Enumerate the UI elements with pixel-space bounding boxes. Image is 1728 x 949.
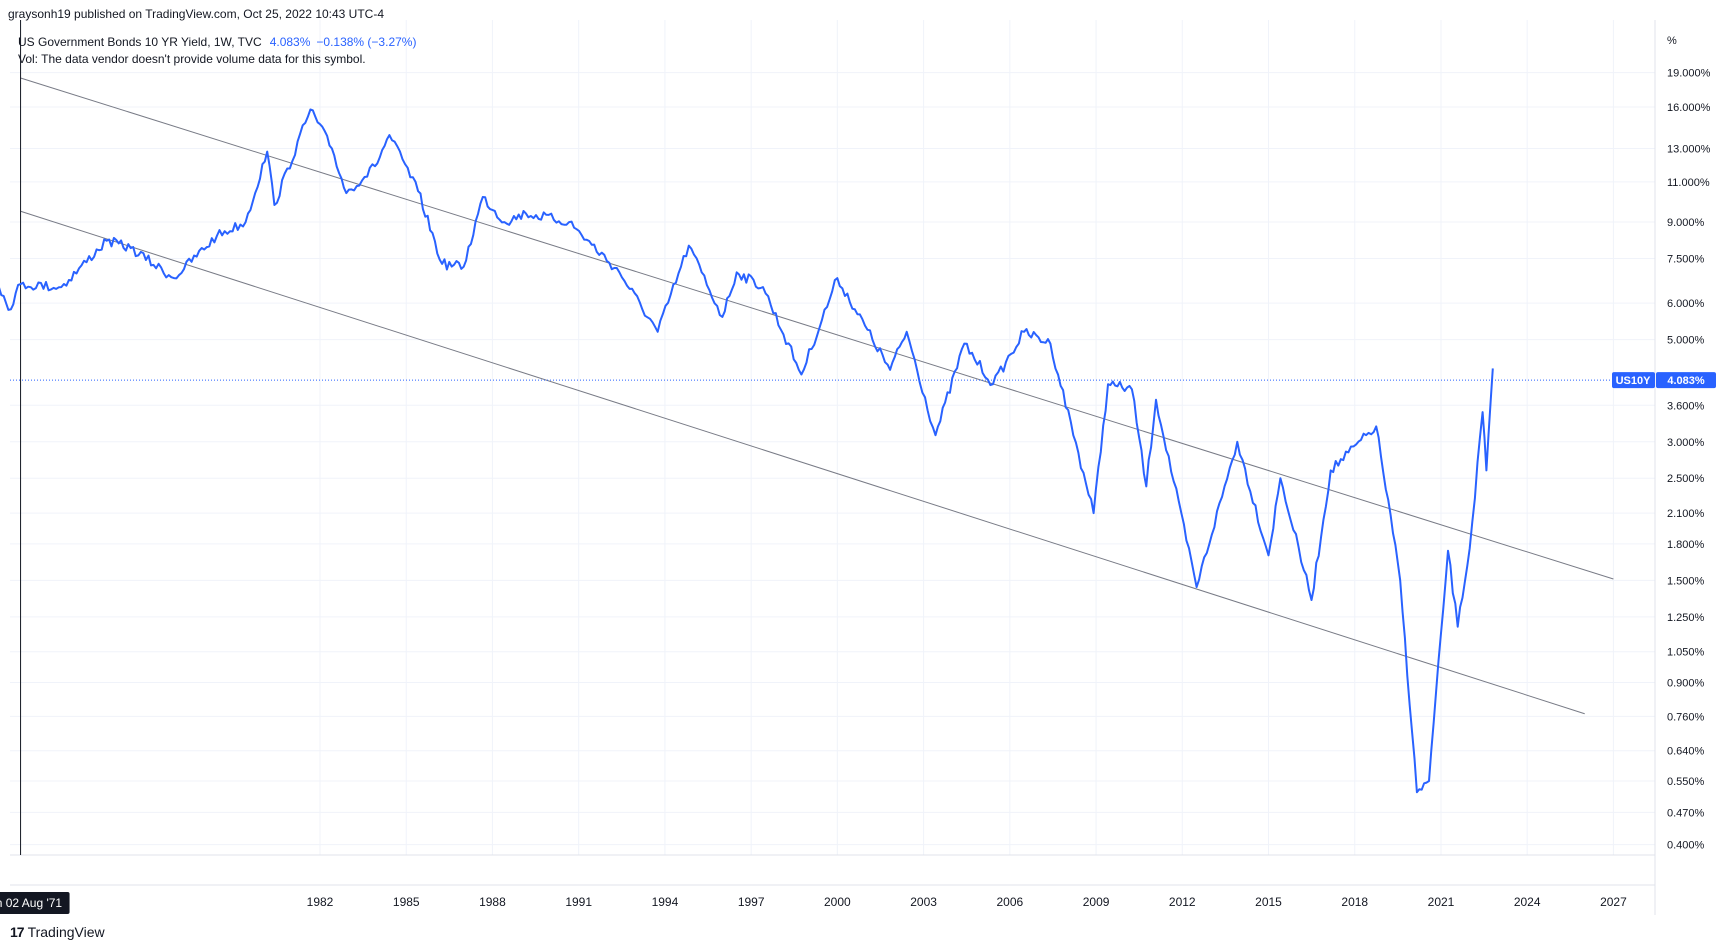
price-tick-label: 1.500% <box>1667 575 1705 587</box>
time-tick-label: 1994 <box>652 895 679 909</box>
last-value-badge: US10Y 4.083% <box>1612 372 1716 389</box>
time-tick-label: 1988 <box>479 895 506 909</box>
price-tick-label: 13.000% <box>1667 144 1711 156</box>
tradingview-footer[interactable]: 17 TradingView <box>10 924 105 940</box>
price-axis[interactable]: % 19.000% 16.000% 13.000% 11.000% 9.000% 7.50… <box>1667 35 1711 852</box>
legend-volume-note: Vol: The data vendor doesn't provide vol… <box>18 52 366 66</box>
price-tick-label: 3.600% <box>1667 400 1705 412</box>
time-tick-label: 2021 <box>1428 895 1455 909</box>
price-tick-label: 9.000% <box>1667 217 1705 229</box>
time-tick-label: 2006 <box>996 895 1023 909</box>
time-tick-label: 2018 <box>1341 895 1368 909</box>
published-header: graysonh19 published on TradingView.com,… <box>8 7 385 21</box>
upper-channel-line[interactable] <box>20 77 1614 580</box>
series-line-us10y[interactable] <box>0 108 1494 794</box>
price-tick-label: 0.900% <box>1667 678 1705 690</box>
last-symbol-label: US10Y <box>1616 375 1652 387</box>
price-tick-label: 3.000% <box>1667 437 1705 449</box>
time-tick-label: 1985 <box>393 895 420 909</box>
time-tick-label: 2027 <box>1600 895 1627 909</box>
time-tick-label: 2003 <box>910 895 937 909</box>
legend-price: 4.083% <box>269 35 311 49</box>
crosshair-date-label: Mon 02 Aug '71 <box>0 896 62 910</box>
price-tick-label: 0.760% <box>1667 711 1705 723</box>
chart-grid <box>10 20 1655 855</box>
last-symbol-box <box>1612 372 1655 389</box>
legend-symbol[interactable]: US Government Bonds 10 YR Yield, 1W, TVC <box>18 35 262 49</box>
price-tick-label: 0.400% <box>1667 840 1705 852</box>
crosshair-date-box <box>0 892 70 914</box>
price-tick-label: 7.500% <box>1667 254 1705 266</box>
lower-channel-line[interactable] <box>20 210 1585 715</box>
last-value-label: 4.083% <box>1667 375 1705 387</box>
crosshair: Mon 02 Aug '71 <box>0 20 70 914</box>
legend-change: −0.138% (−3.27%) <box>316 35 417 49</box>
footer-brand: TradingView <box>27 924 105 940</box>
time-tick-label: 1991 <box>565 895 592 909</box>
price-tick-label: 1.050% <box>1667 647 1705 659</box>
channel-lines[interactable] <box>20 77 1614 715</box>
price-tick-label: 19.000% <box>1667 68 1711 80</box>
price-tick-label: 0.470% <box>1667 807 1705 819</box>
price-tick-label: 0.550% <box>1667 776 1705 788</box>
price-tick-label: 6.000% <box>1667 298 1705 310</box>
time-tick-label: 1982 <box>307 895 334 909</box>
price-tick-label: 1.800% <box>1667 539 1705 551</box>
price-tick-label: 2.100% <box>1667 508 1705 520</box>
price-tick-label: 1.250% <box>1667 612 1705 624</box>
time-tick-label: 2024 <box>1514 895 1541 909</box>
price-tick-label: 5.000% <box>1667 335 1705 347</box>
legend-symbol-row[interactable]: US Government Bonds 10 YR Yield, 1W, TVC… <box>18 34 416 51</box>
price-tick-label: 11.000% <box>1667 177 1710 189</box>
time-tick-label: 2012 <box>1169 895 1196 909</box>
chart-legend: US Government Bonds 10 YR Yield, 1W, TVC… <box>18 34 416 68</box>
time-tick-label: 2000 <box>824 895 851 909</box>
price-tick-label: 0.640% <box>1667 746 1705 758</box>
tradingview-logo-icon: 17 <box>10 924 25 940</box>
price-tick-label: 2.500% <box>1667 473 1705 485</box>
price-tick-label: 16.000% <box>1667 102 1711 114</box>
time-tick-label: 1997 <box>738 895 765 909</box>
time-axis[interactable]: 1947196019821985198819911994199720002003… <box>0 895 1627 909</box>
time-tick-label: 2015 <box>1255 895 1282 909</box>
time-tick-label: 2009 <box>1083 895 1110 909</box>
price-axis-unit: % <box>1667 35 1677 47</box>
last-value-box <box>1656 372 1716 389</box>
